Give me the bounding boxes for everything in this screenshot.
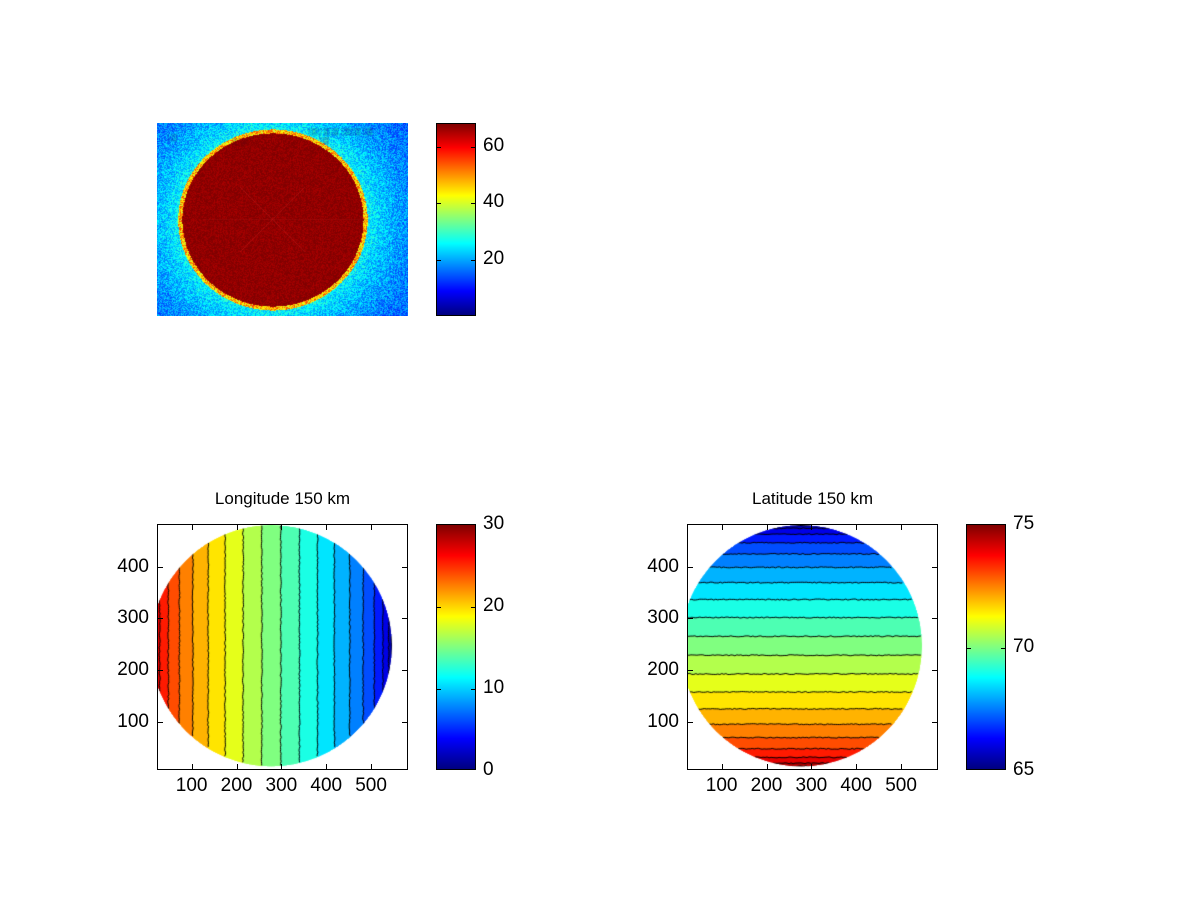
latitude-xtick-label: 400: [840, 775, 873, 796]
top-image-canvas: [157, 123, 408, 316]
longitude-ytick-label: 200: [117, 659, 149, 681]
latitude-ytick-label: 100: [647, 711, 679, 733]
longitude-xtick-label: 200: [220, 775, 253, 796]
longitude-xtick: [371, 525, 373, 530]
longitude-ytick: [402, 722, 407, 724]
latitude-xtick: [766, 525, 768, 530]
top-image-colorbar-tick-label: 40: [483, 191, 505, 213]
top-image-colorbar-tick: [437, 146, 441, 148]
latitude-ytick: [688, 722, 693, 724]
latitude-xtick: [901, 764, 903, 769]
longitude-axes: [157, 524, 408, 770]
latitude-axes: [687, 524, 938, 770]
longitude-xtick: [191, 764, 193, 769]
top-image-colorbar: [436, 123, 476, 316]
latitude-ytick: [688, 618, 693, 620]
latitude-xtick-label: 100: [705, 775, 738, 796]
latitude-ytick-label: 300: [647, 607, 679, 629]
longitude-ytick: [402, 670, 407, 672]
longitude-xtick: [326, 764, 328, 769]
latitude-xtick: [766, 764, 768, 769]
latitude-ytick-label: 200: [647, 659, 679, 681]
latitude-ytick: [688, 670, 693, 672]
latitude-ytick: [932, 618, 937, 620]
top-image-colorbar-tick: [437, 203, 441, 205]
top-image-colorbar-tick-label: 20: [483, 248, 505, 270]
longitude-ytick: [158, 618, 163, 620]
longitude-canvas: [158, 525, 407, 769]
longitude-colorbar-tick: [471, 607, 475, 608]
latitude-xtick: [721, 764, 723, 769]
longitude-xtick: [236, 764, 238, 769]
top-image-colorbar-tick: [437, 260, 441, 262]
longitude-ytick: [158, 566, 163, 568]
longitude-xtick: [236, 525, 238, 530]
longitude-xtick: [281, 764, 283, 769]
longitude-xtick-label: 500: [355, 775, 387, 796]
latitude-ytick: [932, 670, 937, 672]
latitude-title: Latitude 150 km: [752, 489, 873, 508]
latitude-xtick: [721, 525, 723, 530]
latitude-colorbar-tick: [1001, 648, 1005, 649]
longitude-colorbar: [436, 524, 476, 770]
top-image-colorbar-tick: [471, 203, 475, 205]
longitude-xtick-label: 400: [310, 775, 343, 796]
latitude-ytick: [932, 722, 937, 724]
latitude-canvas: [688, 525, 937, 769]
latitude-xtick: [811, 764, 813, 769]
latitude-ytick: [688, 566, 693, 568]
longitude-colorbar-tick-label: 10: [483, 677, 505, 698]
longitude-ytick-label: 100: [117, 711, 149, 733]
longitude-colorbar-tick-label: 20: [483, 595, 505, 616]
latitude-xtick: [811, 525, 813, 530]
longitude-xtick-label: 300: [265, 775, 298, 796]
longitude-colorbar-tick: [437, 607, 441, 608]
longitude-xtick: [191, 525, 193, 530]
latitude-xtick: [856, 764, 858, 769]
latitude-xtick: [901, 525, 903, 530]
top-image-colorbar-tick: [471, 146, 475, 148]
latitude-colorbar: [966, 524, 1006, 770]
longitude-colorbar-tick-label: 30: [483, 513, 505, 534]
latitude-ytick: [932, 566, 937, 568]
longitude-xtick-label: 100: [175, 775, 208, 796]
longitude-xtick: [371, 764, 373, 769]
longitude-colorbar-tick-label: 0: [483, 759, 494, 780]
latitude-xtick-label: 300: [795, 775, 828, 796]
longitude-xtick: [281, 525, 283, 530]
latitude-colorbar-tick-label: 70: [1013, 636, 1035, 657]
latitude-xtick-label: 500: [885, 775, 917, 796]
longitude-ytick: [402, 618, 407, 620]
longitude-ytick-label: 400: [117, 555, 149, 577]
latitude-xtick-label: 200: [750, 775, 783, 796]
longitude-colorbar-tick: [437, 689, 441, 690]
top-image-colorbar-tick: [471, 260, 475, 262]
top-image-axes: [157, 123, 408, 316]
latitude-colorbar-tick: [967, 648, 971, 649]
latitude-colorbar-tick-label: 65: [1013, 759, 1035, 780]
longitude-ytick: [158, 670, 163, 672]
longitude-ytick-label: 300: [117, 607, 149, 629]
longitude-colorbar-tick: [471, 689, 475, 690]
latitude-ytick-label: 400: [647, 555, 679, 577]
top-image-colorbar-tick-label: 60: [483, 134, 505, 156]
longitude-ytick: [402, 566, 407, 568]
longitude-title: Longitude 150 km: [214, 489, 351, 508]
latitude-xtick: [856, 525, 858, 530]
latitude-colorbar-tick-label: 75: [1013, 513, 1035, 534]
longitude-xtick: [326, 525, 328, 530]
longitude-ytick: [158, 722, 163, 724]
